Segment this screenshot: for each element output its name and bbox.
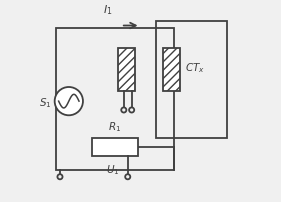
Bar: [156, 21, 227, 139]
Circle shape: [125, 174, 130, 179]
Circle shape: [57, 174, 63, 179]
Bar: [56, 29, 174, 170]
Text: $I_1$: $I_1$: [103, 3, 113, 17]
Circle shape: [129, 108, 134, 113]
Bar: [163, 49, 180, 92]
Text: $CT_x$: $CT_x$: [185, 61, 205, 74]
Circle shape: [55, 87, 83, 116]
Text: $R_1$: $R_1$: [108, 119, 122, 133]
Bar: [92, 139, 138, 156]
Text: $U_1$: $U_1$: [106, 162, 120, 176]
Circle shape: [121, 108, 126, 113]
Bar: [118, 49, 135, 92]
Text: $S_1$: $S_1$: [38, 96, 51, 109]
